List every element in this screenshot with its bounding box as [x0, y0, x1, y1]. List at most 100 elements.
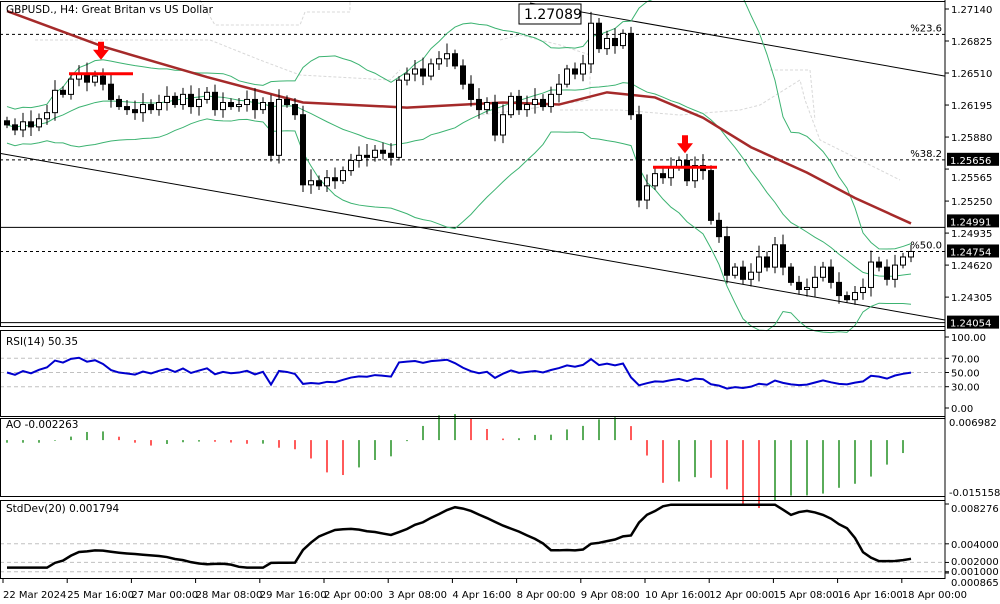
price-tick-label: 1.24305	[951, 293, 992, 304]
candle-body	[124, 106, 130, 111]
high-price-marker: 1.27089	[518, 3, 582, 25]
candle-body	[636, 114, 642, 201]
rsi-tick-label: 100.00	[951, 333, 986, 344]
time-tick-label: 22 Mar 2024	[3, 590, 66, 600]
candle-body	[564, 68, 570, 85]
candle	[292, 98, 298, 120]
candle-body	[780, 244, 786, 268]
sell-arrow-icon	[677, 135, 693, 154]
candle-body	[148, 104, 154, 111]
candle-body	[260, 101, 266, 111]
candle	[556, 74, 562, 103]
candle	[772, 237, 778, 274]
candle-body	[428, 63, 434, 77]
price-label: 1.24991	[950, 217, 991, 228]
candle	[436, 51, 442, 71]
candle-body	[788, 266, 794, 283]
candle	[412, 60, 418, 82]
candle-body	[508, 95, 514, 116]
candle-body	[908, 250, 914, 258]
candle	[604, 30, 610, 55]
candle	[172, 92, 178, 108]
time-tick-label: 18 Apr 00:00	[902, 590, 967, 600]
candle	[380, 142, 386, 160]
candle	[372, 144, 378, 162]
candle-body	[20, 121, 26, 131]
candle	[100, 68, 106, 91]
candle-body	[412, 68, 418, 75]
time-tick-label: 2 Apr 00:00	[324, 590, 383, 600]
candle-body	[740, 266, 746, 280]
candle-body	[476, 98, 482, 111]
candle-body	[196, 98, 202, 108]
candle-body	[876, 261, 882, 268]
price-tick-label: 1.25880	[951, 133, 992, 144]
time-tick-label: 27 Mar 00:00	[131, 590, 198, 600]
price-tick-label: 1.27140	[951, 5, 992, 16]
candle	[348, 153, 354, 176]
stddev-tick-label: 0.004000	[951, 540, 999, 551]
candle-body	[252, 98, 258, 111]
candle	[780, 234, 786, 276]
candle	[492, 94, 498, 142]
candle	[756, 245, 762, 282]
candle	[332, 167, 338, 189]
candle-body	[612, 37, 618, 47]
candle	[660, 165, 666, 184]
candle	[468, 75, 474, 107]
candle	[860, 278, 866, 300]
rsi-panel: 100.00 70.00 50.00 30.00 0.00	[0, 333, 986, 415]
candle	[204, 87, 210, 104]
price-tick-label: 1.25250	[951, 197, 992, 208]
candle-body	[548, 93, 554, 108]
candle	[12, 118, 18, 136]
candle	[188, 85, 194, 114]
candle-body	[236, 104, 242, 108]
candle	[580, 54, 586, 82]
candle-body	[460, 65, 466, 85]
candle-body	[36, 118, 42, 128]
price-label-box	[947, 244, 999, 258]
candle-body	[444, 53, 450, 60]
candle-body	[68, 78, 74, 95]
candle	[692, 156, 698, 188]
candle-body	[884, 266, 890, 280]
candle	[164, 86, 170, 111]
candle	[268, 94, 274, 162]
candle-body	[420, 68, 426, 77]
candle	[396, 76, 402, 161]
candle	[892, 254, 898, 288]
price-panel: %23.6 %38.2 %50.0	[0, 0, 946, 334]
candle-body	[692, 165, 698, 182]
stddev-tick-label: 0.008276	[951, 504, 999, 515]
candle-body	[724, 236, 730, 276]
candle-body	[188, 93, 194, 108]
candle	[716, 212, 722, 243]
time-tick-label: 12 Apr 00:00	[709, 590, 774, 600]
candle	[532, 88, 538, 114]
candle-body	[900, 256, 906, 266]
candle	[732, 263, 738, 279]
candle	[388, 143, 394, 166]
candle	[748, 263, 754, 287]
ao-tick-label: 0.006982	[949, 418, 997, 429]
candle-body	[116, 98, 122, 108]
candle-body	[108, 83, 114, 100]
candle-body	[580, 63, 586, 75]
candle	[212, 84, 218, 116]
candle-body	[52, 89, 58, 114]
candle-body	[892, 264, 898, 280]
candle	[420, 57, 426, 86]
fib-level-label: %50.0	[910, 240, 942, 251]
candle	[116, 95, 122, 110]
candle	[516, 89, 522, 115]
candle-body	[820, 266, 826, 278]
candle	[404, 67, 410, 86]
candle-body	[844, 295, 850, 301]
stddev-line	[7, 503, 912, 569]
candle-body	[348, 159, 354, 172]
candle-body	[12, 124, 18, 131]
candle	[524, 95, 530, 117]
